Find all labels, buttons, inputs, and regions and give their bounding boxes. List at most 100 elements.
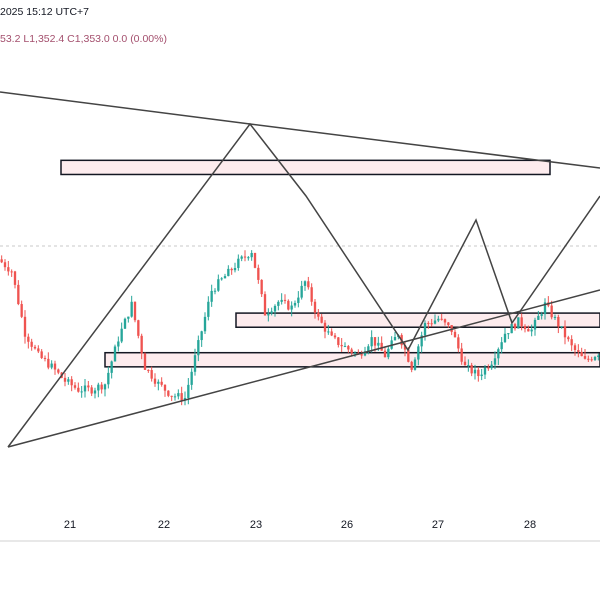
candle-body xyxy=(483,367,487,375)
candle-body xyxy=(237,258,240,268)
candle xyxy=(210,284,213,307)
candle xyxy=(0,255,3,264)
candle xyxy=(27,333,30,349)
trendline-2[interactable] xyxy=(7,289,600,448)
ohlc-readout: 53.2 L1,352.4 C1,353.0 0.0 (0.00%) xyxy=(0,33,167,45)
candle-body xyxy=(457,337,460,349)
candle xyxy=(180,386,183,406)
candle xyxy=(47,352,50,370)
candle xyxy=(120,322,123,344)
candle-body xyxy=(10,271,13,273)
x-tick-label: 28 xyxy=(524,519,536,531)
candle xyxy=(110,360,113,379)
candle-body xyxy=(550,305,553,318)
candle-body xyxy=(530,329,533,332)
candle-body xyxy=(567,337,570,340)
candle-body xyxy=(337,337,340,345)
candle xyxy=(383,346,387,358)
candle-body xyxy=(333,335,337,338)
candle-body xyxy=(450,325,453,332)
candle-body xyxy=(317,312,320,317)
candle-body xyxy=(510,324,513,334)
candle-body xyxy=(20,304,23,317)
trendline-1[interactable] xyxy=(0,91,600,169)
candle xyxy=(360,350,363,359)
candle-body xyxy=(123,318,127,329)
candle xyxy=(293,300,297,308)
candle xyxy=(257,264,260,284)
candle-body xyxy=(83,385,87,392)
candle-body xyxy=(340,344,343,347)
candle-body xyxy=(180,393,183,401)
candle xyxy=(183,391,187,406)
candle xyxy=(40,349,43,360)
candle xyxy=(233,262,237,273)
candle-body xyxy=(177,393,180,397)
candle-body xyxy=(570,339,573,346)
candle xyxy=(583,349,587,360)
candle-body xyxy=(300,285,303,298)
candle-body xyxy=(577,350,580,352)
candle-body xyxy=(383,350,387,358)
candle xyxy=(260,279,263,297)
candle xyxy=(430,318,433,327)
candle-body xyxy=(477,369,480,377)
candle-body xyxy=(493,358,497,365)
candle-body xyxy=(110,361,113,373)
candle-body xyxy=(487,367,490,369)
candle-body xyxy=(303,281,307,286)
candle-body xyxy=(17,284,20,305)
candle xyxy=(457,334,460,353)
candle xyxy=(280,293,283,305)
candle-body xyxy=(43,357,47,359)
candle xyxy=(140,333,143,360)
candle-body xyxy=(103,384,107,390)
candle xyxy=(87,380,90,392)
candle-body xyxy=(213,290,217,292)
candle xyxy=(337,337,340,348)
candle-body xyxy=(160,381,163,385)
candle xyxy=(83,378,87,398)
candle xyxy=(190,368,193,390)
candle-body xyxy=(433,320,437,324)
candle xyxy=(220,277,223,281)
candle-body xyxy=(193,355,197,372)
candle xyxy=(393,332,397,341)
candle xyxy=(237,254,240,271)
candle xyxy=(100,382,103,394)
zone-1[interactable] xyxy=(60,159,551,176)
candle xyxy=(93,387,97,399)
x-tick-label: 26 xyxy=(341,519,353,531)
candle xyxy=(223,273,227,279)
candle xyxy=(70,376,73,392)
candle-body xyxy=(427,322,430,324)
zone-3[interactable] xyxy=(104,351,600,368)
candle xyxy=(53,360,57,375)
candle xyxy=(520,313,523,331)
candle xyxy=(137,319,140,339)
candle xyxy=(127,316,130,323)
candle-body xyxy=(53,363,57,370)
candle xyxy=(123,317,127,329)
candle-body xyxy=(163,384,167,391)
candle xyxy=(200,330,203,347)
candle-body xyxy=(97,384,100,391)
x-axis-ticks: 21 22 23 26 27 28 xyxy=(64,519,536,531)
candle-body xyxy=(517,317,520,329)
candle-body xyxy=(537,315,540,320)
candle-body xyxy=(167,390,170,396)
candle-body xyxy=(197,340,200,356)
candle-body xyxy=(3,262,7,268)
candle xyxy=(270,307,273,316)
candle-body xyxy=(230,268,233,271)
candle xyxy=(533,317,537,336)
candle xyxy=(390,336,393,350)
candle-body xyxy=(453,331,457,338)
candle-body xyxy=(373,337,377,346)
candle-body xyxy=(593,357,597,360)
candle-body xyxy=(23,316,27,337)
trendline-3[interactable] xyxy=(7,122,600,448)
candle-body xyxy=(253,252,257,268)
candle-body xyxy=(170,395,173,397)
